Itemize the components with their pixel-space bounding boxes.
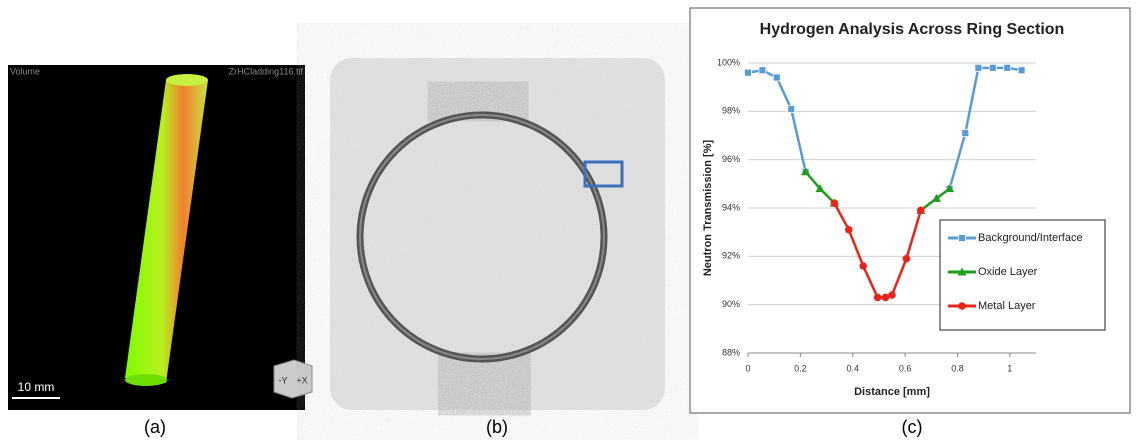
point: [801, 167, 811, 176]
ring-inner: [359, 114, 605, 360]
rod-bottom: [125, 374, 167, 386]
point: [787, 105, 796, 113]
chart-title: Hydrogen Analysis Across Ring Section: [760, 21, 1065, 38]
x-tick-label: 0.8: [951, 363, 964, 373]
y-tick-label: 88%: [722, 347, 740, 357]
chart-frame: [689, 7, 1131, 414]
legend-label: Metal Layer: [978, 300, 1036, 312]
image-noise: [330, 58, 665, 410]
point: [758, 66, 767, 75]
y-tick-label: 94%: [722, 202, 740, 212]
point: [988, 63, 997, 72]
y-tick-label: 92%: [722, 251, 740, 261]
point: [902, 254, 911, 263]
point: [888, 291, 896, 299]
region-box: [583, 160, 624, 188]
point: [932, 193, 942, 202]
orientation-cube: [273, 359, 313, 399]
point: [958, 234, 966, 242]
point: [830, 199, 839, 207]
panel-caption: (b): [486, 417, 508, 437]
point: [945, 184, 955, 193]
point: [974, 63, 983, 72]
scale-label: 10 mm: [18, 380, 55, 394]
point: [1017, 66, 1026, 75]
point: [873, 293, 882, 302]
cube-label: +X: [296, 375, 307, 385]
x-tick-label: 1: [1007, 363, 1012, 373]
point: [744, 68, 752, 77]
panel-caption: (a): [144, 417, 166, 437]
legend-label: Oxide Layer: [978, 266, 1038, 278]
point: [961, 129, 970, 137]
x-tick-label: 0.2: [794, 363, 807, 373]
point: [957, 267, 967, 276]
cube-label: -Y: [279, 375, 288, 385]
legend-label: Background/Interface: [978, 232, 1083, 244]
y-tick-label: 98%: [722, 106, 740, 116]
x-tick-label: 0.6: [899, 363, 912, 373]
y-tick-label: 96%: [722, 154, 740, 164]
holder-bottom: [446, 358, 523, 410]
y-axis-label: Neutron Transmission [%]: [702, 140, 714, 277]
panel-caption: (c): [902, 417, 923, 437]
point: [772, 73, 781, 82]
x-axis-label: Distance [mm]: [854, 386, 930, 398]
volume-label: Volume: [10, 66, 40, 76]
holder-top: [436, 85, 520, 118]
point: [815, 184, 825, 193]
cladding-rod: [125, 80, 208, 383]
x-tick-label: 0: [745, 363, 750, 373]
y-tick-label: 90%: [722, 299, 740, 309]
point: [845, 225, 853, 234]
point: [1003, 63, 1012, 72]
x-tick-label: 0.4: [846, 363, 859, 373]
point: [958, 302, 966, 310]
file-label: ZrHCladding116.tif: [229, 66, 304, 76]
point: [859, 262, 867, 270]
point: [881, 293, 890, 302]
point: [917, 206, 925, 215]
rod-top: [166, 74, 208, 86]
series-line: [833, 202, 922, 299]
y-tick-label: 100%: [717, 57, 740, 67]
